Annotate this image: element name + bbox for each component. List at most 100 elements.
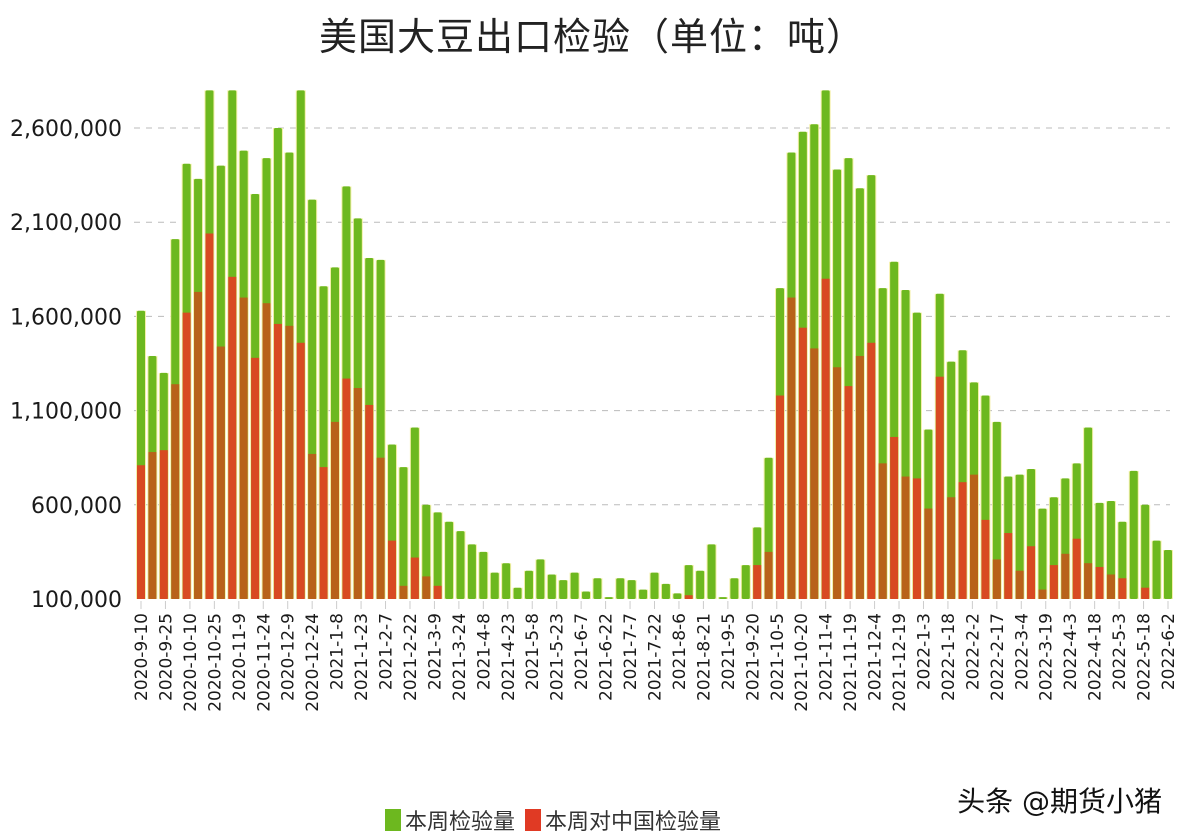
bar-group[interactable]	[455, 531, 466, 599]
bar-group[interactable]	[877, 288, 888, 599]
bar-group[interactable]	[170, 239, 181, 599]
bar-total[interactable]	[604, 597, 613, 599]
bar-group[interactable]	[695, 570, 706, 599]
bar-total[interactable]	[1164, 550, 1172, 599]
bar-group[interactable]	[1071, 463, 1082, 599]
bar-total[interactable]	[547, 574, 556, 599]
bar-group[interactable]	[809, 124, 820, 600]
bar-group[interactable]	[717, 597, 728, 599]
bar-china[interactable]	[262, 303, 271, 599]
bar-group[interactable]	[1060, 478, 1071, 599]
bar-china[interactable]	[1084, 563, 1093, 599]
bar-group[interactable]	[466, 544, 477, 599]
bar-china[interactable]	[958, 482, 967, 599]
bar-china[interactable]	[992, 559, 1001, 599]
bar-total[interactable]	[673, 593, 682, 599]
bar-total[interactable]	[479, 551, 488, 599]
bar-group[interactable]	[991, 421, 1002, 599]
bar-group[interactable]	[1003, 476, 1014, 599]
bar-group[interactable]	[558, 580, 569, 599]
bar-group[interactable]	[763, 457, 774, 599]
bar-china[interactable]	[924, 508, 933, 599]
bar-group[interactable]	[546, 574, 557, 599]
bar-group[interactable]	[329, 267, 340, 599]
bar-china[interactable]	[171, 384, 180, 599]
bar-total[interactable]	[570, 572, 579, 599]
bar-group[interactable]	[261, 158, 272, 600]
bar-total[interactable]	[1038, 508, 1047, 599]
bar-total[interactable]	[467, 544, 476, 599]
bar-group[interactable]	[387, 444, 398, 599]
bar-group[interactable]	[1163, 550, 1173, 599]
bar-group[interactable]	[1048, 497, 1059, 599]
bar-group[interactable]	[581, 591, 592, 599]
bar-group[interactable]	[775, 288, 786, 599]
bar-group[interactable]	[820, 90, 831, 599]
bar-china[interactable]	[365, 404, 374, 599]
bar-china[interactable]	[182, 312, 191, 599]
bar-china[interactable]	[855, 355, 864, 599]
bar-group[interactable]	[1140, 504, 1151, 599]
bar-china[interactable]	[1038, 589, 1047, 599]
bar-total[interactable]	[524, 570, 533, 599]
bar-group[interactable]	[569, 572, 580, 599]
bar-china[interactable]	[821, 278, 830, 599]
bar-total[interactable]	[433, 512, 442, 599]
bar-group[interactable]	[215, 165, 226, 599]
bar-group[interactable]	[1037, 508, 1048, 599]
bar-group[interactable]	[934, 293, 945, 599]
bar-total[interactable]	[399, 467, 408, 599]
bar-total[interactable]	[593, 578, 602, 599]
bar-china[interactable]	[935, 376, 944, 599]
bar-total[interactable]	[616, 578, 625, 599]
bar-china[interactable]	[216, 346, 225, 599]
bar-group[interactable]	[1128, 470, 1139, 599]
bar-china[interactable]	[890, 436, 899, 599]
bar-china[interactable]	[878, 463, 887, 599]
bar-group[interactable]	[158, 372, 169, 599]
bar-china[interactable]	[787, 297, 796, 599]
bar-group[interactable]	[318, 286, 329, 599]
bar-group[interactable]	[729, 578, 740, 599]
legend-item-china[interactable]: 本周对中国检验量	[525, 804, 721, 836]
bar-group[interactable]	[512, 587, 523, 599]
bar-china[interactable]	[194, 291, 203, 599]
bar-group[interactable]	[352, 218, 363, 599]
bar-china[interactable]	[285, 325, 294, 599]
bar-china[interactable]	[684, 595, 693, 599]
bar-china[interactable]	[833, 367, 842, 599]
bar-china[interactable]	[296, 342, 305, 599]
bar-total[interactable]	[410, 427, 419, 599]
bar-group[interactable]	[889, 261, 900, 599]
bar-total[interactable]	[741, 565, 750, 599]
bar-group[interactable]	[181, 163, 192, 599]
bar-china[interactable]	[251, 357, 260, 599]
bar-total[interactable]	[1084, 427, 1093, 599]
bar-china[interactable]	[308, 453, 317, 599]
bar-china[interactable]	[867, 342, 876, 599]
bar-group[interactable]	[398, 467, 409, 599]
legend-item-total[interactable]: 本周检验量	[385, 804, 515, 836]
bar-china[interactable]	[901, 476, 910, 599]
bar-china[interactable]	[970, 474, 979, 599]
bar-total[interactable]	[696, 570, 705, 599]
bar-total[interactable]	[502, 563, 511, 599]
bar-china[interactable]	[1141, 587, 1150, 599]
bar-total[interactable]	[707, 544, 716, 599]
bar-china[interactable]	[764, 551, 773, 599]
bar-china[interactable]	[798, 327, 807, 599]
bar-group[interactable]	[752, 527, 763, 599]
bar-group[interactable]	[969, 382, 980, 599]
bar-total[interactable]	[639, 589, 648, 599]
bar-group[interactable]	[843, 158, 854, 600]
bar-group[interactable]	[193, 178, 204, 600]
bar-total[interactable]	[992, 421, 1001, 599]
bar-china[interactable]	[422, 576, 431, 599]
bar-group[interactable]	[786, 152, 797, 599]
bar-group[interactable]	[1094, 502, 1105, 599]
bar-total[interactable]	[1152, 540, 1161, 599]
bar-china[interactable]	[159, 450, 168, 599]
bar-group[interactable]	[660, 583, 671, 599]
bar-group[interactable]	[227, 90, 238, 599]
bar-total[interactable]	[582, 591, 591, 599]
